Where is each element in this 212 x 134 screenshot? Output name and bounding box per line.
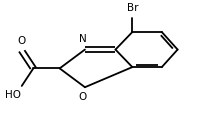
Text: O: O: [79, 92, 87, 102]
Text: Br: Br: [127, 3, 138, 13]
Text: HO: HO: [5, 90, 21, 100]
Text: N: N: [79, 34, 87, 44]
Text: O: O: [18, 36, 26, 46]
